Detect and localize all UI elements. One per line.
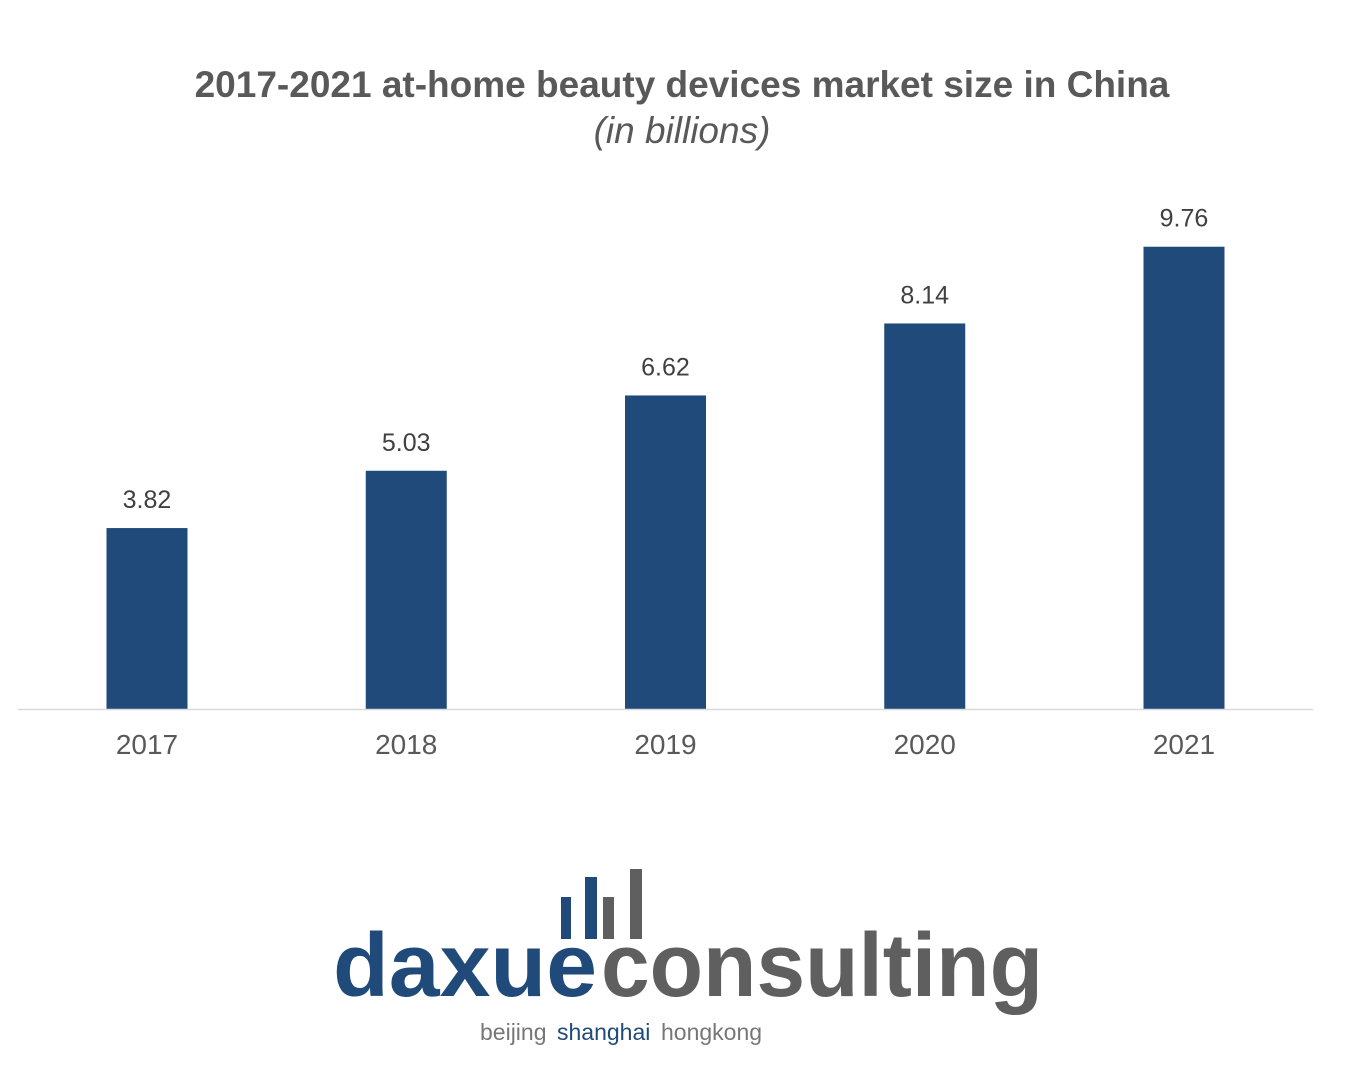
x-tick-label: 2020: [894, 729, 956, 760]
logo-text-daxue: daxue: [333, 916, 597, 1016]
bar-2020: [884, 323, 966, 709]
logo-tag-beijing: beijing: [480, 1019, 547, 1045]
logo-text-consulting: consulting: [601, 916, 1043, 1016]
x-tick-label: 2017: [116, 729, 178, 760]
logo-bar-icon: [603, 897, 614, 939]
x-tick-label: 2019: [634, 729, 696, 760]
logo-bar-icon: [630, 869, 642, 939]
bar-2018: [365, 470, 447, 709]
data-label: 3.82: [123, 486, 172, 514]
logo-tag-hongkong: hongkong: [661, 1019, 762, 1045]
bar-2019: [625, 395, 706, 709]
data-label: 6.62: [641, 353, 690, 381]
data-label: 9.76: [1160, 205, 1209, 233]
data-label: 8.14: [900, 281, 949, 309]
logo-bar-icon: [585, 877, 597, 939]
bar-chart: 3.82 2017 5.03 2018 6.62 2019 8.14 2020 9.76 2021: [18, 205, 1313, 760]
bar-2017: [106, 528, 188, 709]
bar-2021: [1143, 246, 1225, 710]
logo-bar-icon: [561, 897, 571, 939]
chart-subtitle: (in billions): [593, 110, 771, 151]
logo-tag-shanghai: shanghai: [557, 1019, 650, 1045]
chart-title: 2017-2021 at-home beauty devices market …: [194, 64, 1170, 105]
x-tick-label: 2021: [1153, 729, 1215, 760]
data-label: 5.03: [382, 429, 431, 457]
x-tick-label: 2018: [375, 729, 437, 760]
